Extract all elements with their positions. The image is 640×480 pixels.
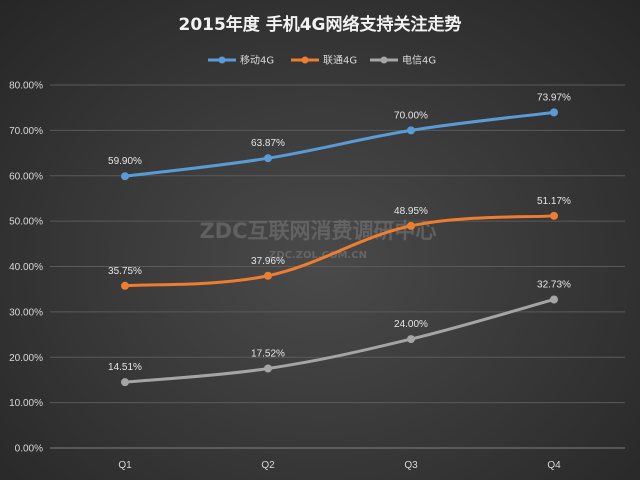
y-tick-label: 80.00% bbox=[9, 81, 43, 92]
series-group bbox=[121, 108, 558, 387]
legend-marker bbox=[218, 56, 226, 64]
data-point bbox=[264, 154, 272, 163]
watermark-sub: ZDC.ZOL.COM.CN bbox=[269, 250, 367, 261]
series-line bbox=[123, 297, 556, 384]
x-tick-label: Q3 bbox=[404, 460, 418, 471]
y-tick-label: 10.00% bbox=[9, 398, 43, 409]
data-point bbox=[407, 335, 415, 344]
data-label: 70.00% bbox=[394, 110, 428, 121]
data-label: 73.97% bbox=[537, 92, 571, 103]
chart-title: 2015年度 手机4G网络支持关注走势 bbox=[178, 14, 461, 35]
y-tick-label: 50.00% bbox=[9, 217, 43, 228]
data-label: 32.73% bbox=[537, 279, 571, 290]
legend: 移动4G 联通4G 电信4G bbox=[208, 54, 436, 67]
y-tick-label: 30.00% bbox=[9, 307, 43, 318]
data-point bbox=[264, 364, 272, 373]
data-point bbox=[550, 211, 558, 220]
x-axis: Q1 Q2 Q3 Q4 bbox=[118, 460, 561, 471]
y-axis: 0.00% 10.00% 20.00% 30.00% 40.00% 50.00% 60.00… bbox=[9, 81, 43, 455]
data-label: 24.00% bbox=[394, 319, 428, 330]
data-label: 51.17% bbox=[537, 196, 571, 207]
y-tick-label: 20.00% bbox=[9, 353, 43, 364]
legend-label: 联通4G bbox=[323, 55, 357, 67]
series-line bbox=[123, 110, 556, 178]
data-point bbox=[264, 271, 272, 280]
data-label: 63.87% bbox=[251, 138, 285, 149]
data-label: 37.96% bbox=[251, 256, 285, 267]
y-tick-label: 70.00% bbox=[9, 126, 43, 137]
data-point bbox=[550, 108, 558, 117]
series-line bbox=[123, 214, 556, 288]
data-label: 14.51% bbox=[108, 362, 142, 373]
y-tick-label: 40.00% bbox=[9, 262, 43, 273]
legend-marker bbox=[301, 56, 309, 64]
data-point bbox=[407, 221, 415, 230]
data-point bbox=[550, 295, 558, 304]
data-point bbox=[121, 378, 129, 387]
y-tick-label: 60.00% bbox=[9, 171, 43, 182]
data-point bbox=[121, 172, 129, 181]
data-point bbox=[407, 126, 415, 135]
x-tick-label: Q4 bbox=[547, 460, 561, 471]
watermark-main: ZDC互联网消费调研中心 bbox=[199, 219, 436, 243]
data-label: 59.90% bbox=[108, 156, 142, 167]
x-tick-label: Q1 bbox=[118, 460, 132, 471]
data-label: 48.95% bbox=[394, 206, 428, 217]
x-tick-label: Q2 bbox=[261, 460, 275, 471]
data-point bbox=[121, 281, 129, 290]
legend-label: 电信4G bbox=[402, 54, 436, 67]
data-label: 35.75% bbox=[108, 266, 142, 277]
legend-label: 移动4G bbox=[240, 54, 274, 67]
legend-marker bbox=[380, 56, 388, 64]
data-label: 17.52% bbox=[251, 349, 285, 360]
data-labels: 59.90% 63.87% 70.00% 73.97% 35.75% 37.96% 48.9… bbox=[108, 92, 571, 373]
watermark: ZDC互联网消费调研中心 ZDC.ZOL.COM.CN bbox=[199, 219, 436, 261]
y-tick-label: 0.00% bbox=[15, 444, 43, 455]
